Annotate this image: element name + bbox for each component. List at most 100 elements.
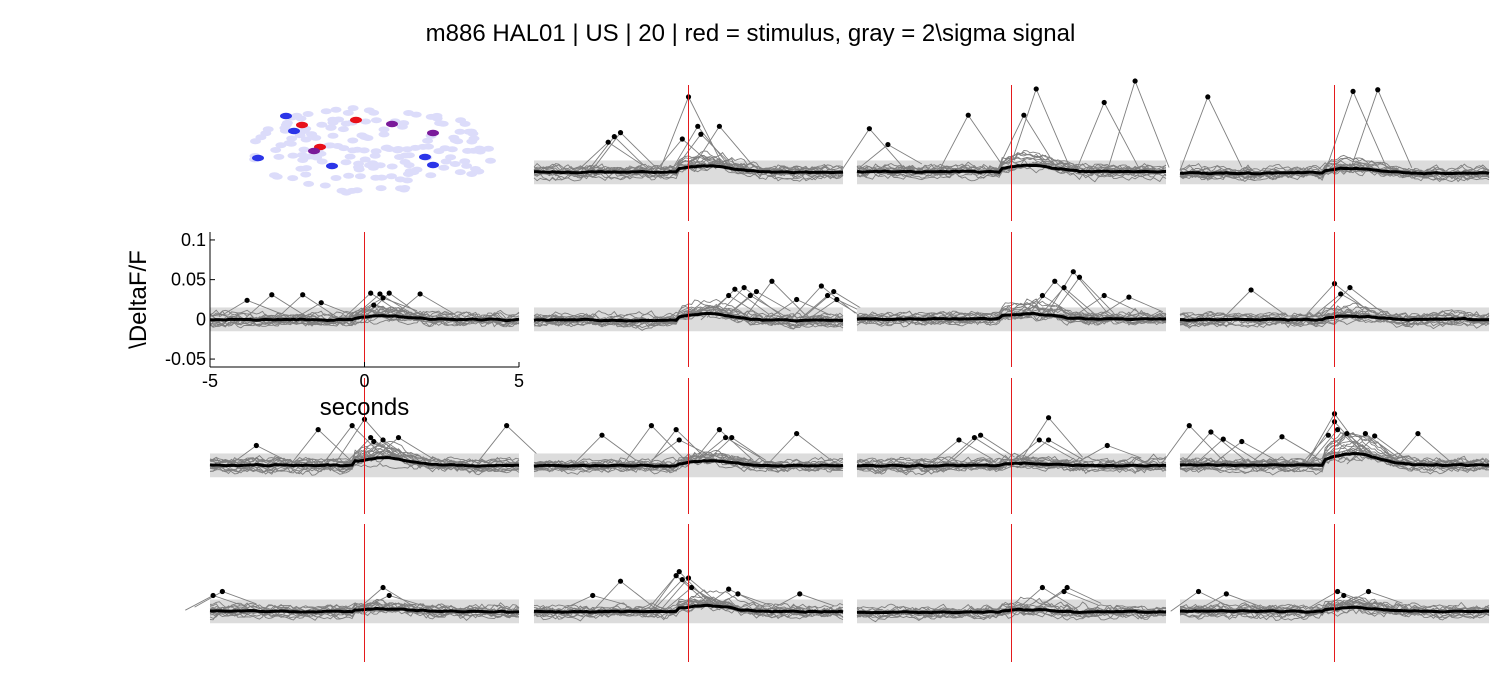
roi-highlight bbox=[326, 162, 338, 170]
peak-marker bbox=[834, 296, 840, 303]
peak-marker bbox=[1344, 430, 1350, 437]
roi-cell bbox=[327, 119, 339, 126]
peak-marker bbox=[726, 586, 732, 592]
peak-marker bbox=[679, 576, 685, 583]
roi-cell bbox=[446, 146, 458, 153]
peak-marker bbox=[380, 295, 386, 301]
peak-marker bbox=[1076, 274, 1083, 280]
peak-marker bbox=[315, 427, 321, 433]
peak-marker bbox=[1033, 86, 1039, 92]
roi-cell bbox=[483, 145, 494, 152]
roi-cell bbox=[347, 137, 359, 144]
roi-cell bbox=[342, 109, 354, 116]
roi-cell bbox=[459, 158, 471, 165]
roi-cell bbox=[378, 126, 390, 133]
roi-cell bbox=[473, 168, 485, 175]
trace-panel-r0-c1 bbox=[533, 85, 844, 221]
roi-highlight bbox=[427, 129, 439, 137]
peak-marker bbox=[716, 123, 723, 129]
peak-marker bbox=[1347, 284, 1353, 291]
roi-cell bbox=[275, 142, 287, 149]
x-axis-label: seconds bbox=[320, 394, 409, 421]
roi-cell bbox=[316, 121, 328, 128]
roi-cell bbox=[394, 176, 406, 183]
peak-marker bbox=[769, 278, 775, 284]
roi-cell bbox=[449, 137, 461, 144]
roi-cell bbox=[463, 128, 475, 135]
peak-marker bbox=[735, 591, 741, 597]
roi-cell bbox=[303, 180, 315, 187]
roi-cell bbox=[454, 128, 466, 135]
trace-panel-r1-c3 bbox=[1179, 232, 1490, 367]
roi-cell bbox=[370, 117, 382, 124]
peak-marker bbox=[368, 434, 374, 441]
peak-marker bbox=[965, 112, 971, 118]
peak-marker bbox=[1415, 430, 1421, 437]
peak-marker bbox=[386, 592, 392, 599]
peak-marker bbox=[377, 291, 383, 297]
peak-marker bbox=[1061, 284, 1067, 291]
peak-marker bbox=[971, 434, 978, 441]
roi-cell bbox=[461, 162, 473, 169]
peak-marker bbox=[368, 290, 374, 296]
roi-cell bbox=[395, 185, 406, 192]
peak-marker bbox=[219, 588, 225, 595]
roi-cell bbox=[369, 152, 381, 159]
roi-highlight bbox=[386, 120, 398, 128]
trace-panel-r0-c3 bbox=[1179, 85, 1490, 221]
roi-cell bbox=[285, 140, 297, 147]
axes-panel-decor: -0.05 0 0.05 0.1 -5 0 5 seconds \DeltaF/F bbox=[125, 230, 524, 421]
roi-cell bbox=[375, 185, 387, 192]
peak-marker bbox=[504, 423, 510, 429]
roi-highlight bbox=[280, 112, 292, 120]
peak-marker bbox=[1186, 423, 1192, 429]
peak-marker bbox=[747, 292, 753, 299]
roi-cell bbox=[338, 145, 350, 152]
roi-cell bbox=[386, 163, 398, 170]
roi-cell bbox=[295, 115, 307, 122]
peak-marker bbox=[1338, 291, 1344, 297]
roi-cell bbox=[376, 174, 388, 181]
roi-cell bbox=[346, 187, 358, 194]
roi-cell bbox=[422, 137, 434, 144]
trace-panel-r1-c2 bbox=[856, 232, 1167, 367]
roi-cell bbox=[323, 142, 335, 149]
peak-marker bbox=[253, 442, 259, 449]
roi-cell bbox=[340, 159, 352, 166]
roi-cell bbox=[396, 123, 408, 130]
peak-marker bbox=[380, 437, 386, 443]
peak-marker bbox=[673, 573, 679, 579]
peak-marker bbox=[1220, 436, 1226, 442]
roi-cell bbox=[431, 115, 443, 122]
roi-cell bbox=[306, 153, 318, 159]
roi-cell bbox=[306, 131, 318, 138]
peak-marker bbox=[1101, 292, 1107, 299]
peak-marker bbox=[679, 136, 685, 142]
roi-cell bbox=[354, 173, 366, 180]
roi-cell bbox=[347, 147, 359, 154]
peak-marker bbox=[1223, 591, 1229, 597]
peak-marker bbox=[673, 427, 679, 433]
peak-marker bbox=[1070, 269, 1076, 275]
roi-cell bbox=[367, 160, 379, 167]
roi-highlight bbox=[296, 121, 308, 129]
peak-marker bbox=[1279, 434, 1285, 440]
peak-marker bbox=[210, 592, 216, 599]
roi-cell bbox=[433, 148, 445, 155]
peak-marker bbox=[1104, 442, 1110, 449]
roi-cell bbox=[425, 172, 437, 179]
figure-title: m886 HAL01 | US | 20 | red = stimulus, g… bbox=[425, 20, 1076, 47]
trace-panel-r3-c3 bbox=[1170, 524, 1490, 662]
roi-map bbox=[249, 105, 496, 196]
roi-cell bbox=[287, 175, 299, 182]
roi-cell bbox=[454, 169, 466, 176]
peak-marker bbox=[1021, 112, 1027, 118]
peak-marker bbox=[1126, 294, 1132, 300]
roi-cell bbox=[325, 124, 337, 131]
roi-cell bbox=[336, 187, 348, 194]
roi-cell bbox=[362, 135, 374, 141]
roi-cell bbox=[262, 126, 274, 133]
roi-cell bbox=[370, 148, 382, 155]
roi-cell bbox=[437, 120, 449, 127]
